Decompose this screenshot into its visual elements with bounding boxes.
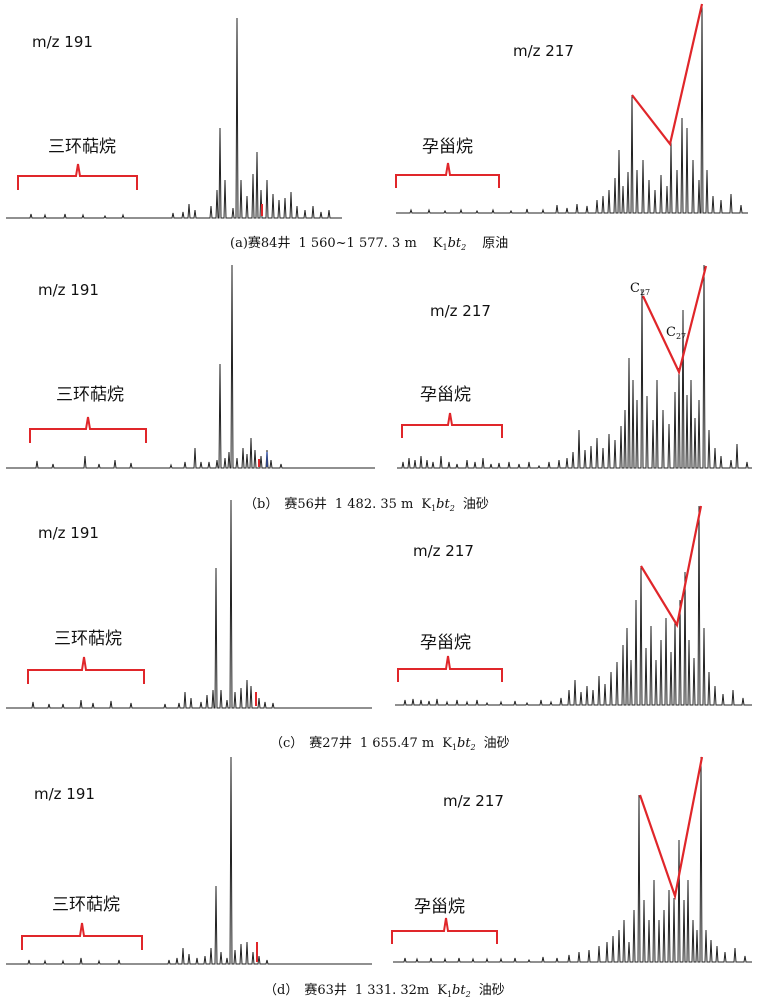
ion-label-right: m/z 217 xyxy=(430,302,491,320)
caption-formation-sub2: 2 xyxy=(465,990,471,999)
caption-sample: 原油 xyxy=(482,236,508,251)
trace-m217 xyxy=(397,264,752,469)
caption-formation-bt: bt xyxy=(448,236,462,251)
caption: （d） 赛63井 1 331. 32m K1bt2 油砂 xyxy=(264,982,505,999)
peak-label-c27-second: C27 xyxy=(666,325,686,341)
caption-well: 赛84井 xyxy=(248,235,291,251)
peak-label-text: C xyxy=(666,325,676,340)
peak-v-line xyxy=(642,265,708,376)
caption-formation-k: K xyxy=(433,236,443,251)
peak-label-sub: 27 xyxy=(676,332,686,341)
caption-depth: 1 655.47 m xyxy=(360,736,434,751)
caption-well: 赛27井 xyxy=(309,735,352,751)
trace-m217 xyxy=(396,3,748,214)
trace-m191 xyxy=(6,17,342,219)
caption-formation-bt: bt xyxy=(457,736,471,751)
caption-formation-sub1: 1 xyxy=(431,504,436,513)
trace-m217 xyxy=(393,756,752,963)
caption-formation-bt: bt xyxy=(436,497,450,512)
caption-depth: 1 482. 35 m xyxy=(335,497,413,512)
bracket-label-left: 三环萜烷 xyxy=(48,137,116,157)
caption-depth: 1 560~1 577. 3 m xyxy=(298,236,416,251)
caption-sample: 油砂 xyxy=(484,736,510,751)
caption: (a)赛84井 1 560~1 577. 3 m K1bt2 原油 xyxy=(230,235,508,252)
caption: （c） 赛27井 1 655.47 m K1bt2 油砂 xyxy=(270,735,510,752)
caption-tag: （d） xyxy=(264,983,298,998)
panel-a: m/z 191 m/z 217 三环萜烷 孕甾烷 (a)赛84井 1 560~1 … xyxy=(6,3,748,252)
panel-d: m/z 191 m/z 217 三环萜烷 孕甾烷 （d） 赛63井 1 331. 3… xyxy=(6,756,752,999)
caption-formation-sub2: 2 xyxy=(460,243,466,252)
bracket-label-right: 孕甾烷 xyxy=(420,385,471,405)
caption-formation-k: K xyxy=(437,983,447,998)
peak-v-line xyxy=(631,3,704,147)
brace-right xyxy=(395,162,500,188)
brace-right xyxy=(397,655,503,682)
caption-formation-sub2: 2 xyxy=(449,504,455,513)
caption-formation-sub1: 1 xyxy=(443,243,448,252)
ion-label-left: m/z 191 xyxy=(32,33,93,51)
caption-tag: （b） xyxy=(244,497,278,512)
caption-formation-k: K xyxy=(442,736,452,751)
ion-label-left: m/z 191 xyxy=(38,281,99,299)
ion-label-right: m/z 217 xyxy=(413,542,474,560)
caption-tag: (a) xyxy=(230,236,248,251)
brace-left xyxy=(27,656,145,684)
caption-well: 赛56井 xyxy=(284,496,327,512)
caption: （b） 赛56井 1 482. 35 m K1bt2 油砂 xyxy=(244,496,489,513)
caption-formation-sub1: 1 xyxy=(452,743,457,752)
bracket-label-right: 孕甾烷 xyxy=(422,137,473,157)
peak-label-sub: 27 xyxy=(640,288,650,297)
brace-right xyxy=(401,412,503,438)
caption-well: 赛63井 xyxy=(304,982,347,998)
trace-m191 xyxy=(6,264,375,469)
bracket-label-left: 三环萜烷 xyxy=(56,385,124,405)
caption-formation-sub2: 2 xyxy=(470,743,476,752)
caption-sample: 油砂 xyxy=(479,983,505,998)
bracket-label-left: 三环萜烷 xyxy=(52,895,120,915)
peak-label-text: C xyxy=(630,281,640,296)
caption-formation-sub1: 1 xyxy=(447,990,452,999)
brace-left xyxy=(29,416,147,443)
ion-label-left: m/z 191 xyxy=(38,524,99,542)
caption-sample: 油砂 xyxy=(463,497,489,512)
brace-left xyxy=(17,163,138,190)
brace-left xyxy=(21,922,143,950)
bracket-label-right: 孕甾烷 xyxy=(414,897,465,917)
caption-formation-bt: bt xyxy=(452,983,466,998)
ion-label-right: m/z 217 xyxy=(513,42,574,60)
ion-label-right: m/z 217 xyxy=(443,792,504,810)
peak-v-line xyxy=(638,756,704,901)
bracket-label-right: 孕甾烷 xyxy=(420,633,471,653)
bracket-label-left: 三环萜烷 xyxy=(54,629,122,649)
caption-tag: （c） xyxy=(270,736,303,751)
brace-right xyxy=(391,917,498,944)
panel-b: m/z 191 m/z 217 三环萜烷 孕甾烷 C27 C27 （b） 赛56井… xyxy=(6,264,752,513)
peak-v-line xyxy=(640,505,703,628)
caption-depth: 1 331. 32m xyxy=(355,983,429,998)
trace-m191 xyxy=(6,756,372,965)
peak-label-c27: C27 xyxy=(630,281,650,297)
caption-formation-k: K xyxy=(421,497,431,512)
ion-label-left: m/z 191 xyxy=(34,785,95,803)
trace-m191 xyxy=(6,499,372,709)
panel-c: m/z 191 m/z 217 三环萜烷 孕甾烷 （c） 赛27井 1 655.47… xyxy=(6,499,752,752)
trace-m217 xyxy=(395,505,752,706)
